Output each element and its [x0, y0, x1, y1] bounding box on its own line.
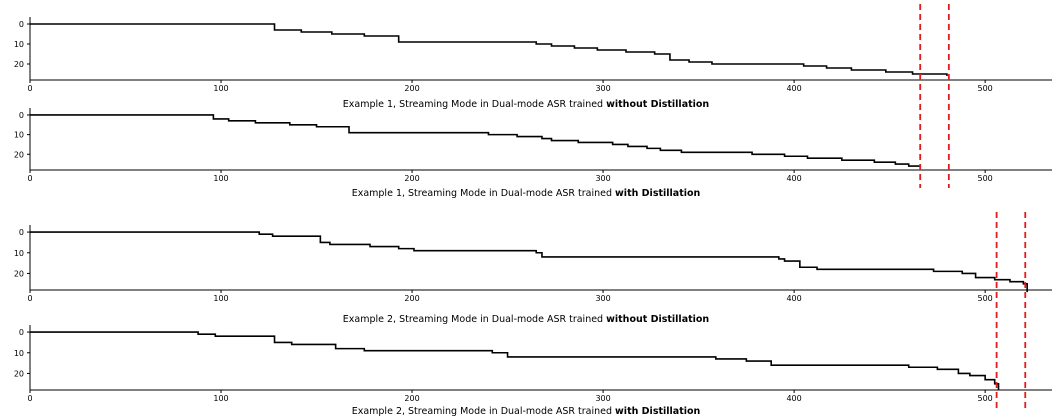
- y-tick-label: 10: [14, 40, 24, 49]
- alignment-step-line: [30, 231, 1028, 293]
- caption-bold: without Distillation: [606, 314, 709, 325]
- alignment-step-line: [30, 114, 921, 167]
- caption: Example 2, Streaming Mode in Dual-mode A…: [352, 406, 701, 417]
- x-tick-label: 400: [786, 174, 801, 183]
- x-tick-label: 200: [404, 174, 419, 183]
- x-tick-label: 400: [786, 84, 801, 93]
- panel-example2-with-distillation: Example 2, Streaming Mode in Dual-mode A…: [14, 325, 1052, 417]
- reference-lines: [919, 4, 1027, 408]
- y-tick-label: 20: [14, 60, 24, 69]
- y-tick-label: 0: [19, 228, 24, 237]
- x-tick-label: 0: [27, 394, 32, 403]
- caption-bold: with Distillation: [615, 188, 700, 199]
- y-tick-label: 20: [14, 269, 24, 278]
- x-tick-label: 300: [595, 394, 610, 403]
- x-tick-label: 300: [595, 294, 610, 303]
- x-tick-label: 200: [404, 394, 419, 403]
- caption-prefix: Example 2, Streaming Mode in Dual-mode A…: [343, 314, 606, 325]
- caption-bold: without Distillation: [606, 99, 709, 110]
- x-tick-label: 0: [27, 84, 32, 93]
- x-tick-label: 500: [977, 394, 992, 403]
- caption: Example 1, Streaming Mode in Dual-mode A…: [343, 99, 710, 110]
- x-tick-label: 400: [786, 294, 801, 303]
- x-tick-label: 400: [786, 394, 801, 403]
- x-tick-label: 0: [27, 294, 32, 303]
- x-tick-label: 500: [977, 84, 992, 93]
- caption-prefix: Example 1, Streaming Mode in Dual-mode A…: [343, 99, 606, 110]
- x-tick-label: 200: [404, 294, 419, 303]
- x-tick-label: 500: [977, 294, 992, 303]
- x-tick-label: 100: [213, 394, 228, 403]
- x-tick-label: 100: [213, 294, 228, 303]
- x-tick-label: 300: [595, 174, 610, 183]
- alignment-step-line: [30, 23, 948, 76]
- x-tick-label: 100: [213, 84, 228, 93]
- y-tick-label: 10: [14, 249, 24, 258]
- y-tick-label: 20: [14, 150, 24, 159]
- panel-example1-with-distillation: Example 1, Streaming Mode in Dual-mode A…: [14, 108, 1052, 199]
- alignment-step-line: [30, 331, 1000, 390]
- caption-bold: with Distillation: [615, 406, 700, 417]
- x-tick-label: 300: [595, 84, 610, 93]
- x-tick-label: 0: [27, 174, 32, 183]
- y-tick-label: 10: [14, 349, 24, 358]
- caption-prefix: Example 1, Streaming Mode in Dual-mode A…: [352, 188, 615, 199]
- caption: Example 1, Streaming Mode in Dual-mode A…: [352, 188, 701, 199]
- y-tick-label: 10: [14, 131, 24, 140]
- x-tick-label: 500: [977, 174, 992, 183]
- panel-example1-without-distillation: Example 1, Streaming Mode in Dual-mode A…: [14, 17, 1052, 110]
- x-tick-label: 200: [404, 84, 419, 93]
- x-tick-label: 100: [213, 174, 228, 183]
- y-tick-label: 0: [19, 111, 24, 120]
- y-tick-label: 0: [19, 20, 24, 29]
- y-tick-label: 20: [14, 369, 24, 378]
- caption: Example 2, Streaming Mode in Dual-mode A…: [343, 314, 710, 325]
- panel-example2-without-distillation: Example 2, Streaming Mode in Dual-mode A…: [14, 225, 1052, 325]
- caption-prefix: Example 2, Streaming Mode in Dual-mode A…: [352, 406, 615, 417]
- y-tick-label: 0: [19, 328, 24, 337]
